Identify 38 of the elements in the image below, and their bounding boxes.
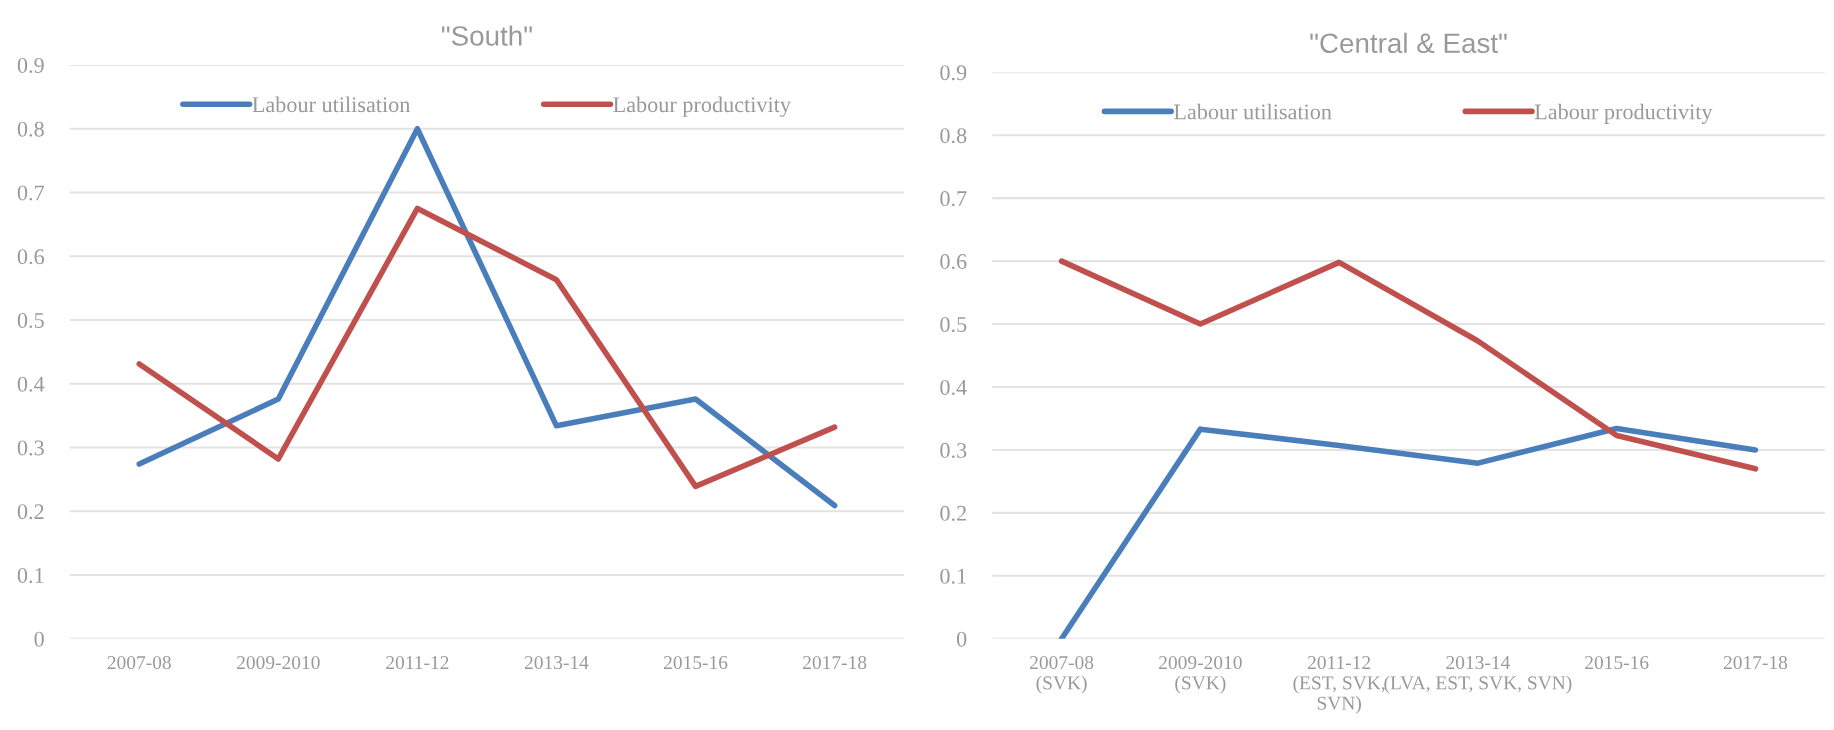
y-tick-label: 0.6 [940,254,967,270]
y-tick-label: 0.4 [940,379,967,396]
x-tick-label: 2009-2010 [237,655,320,670]
chart-title: "Central & East" [1310,32,1507,54]
y-tick-label: 0.8 [17,121,44,137]
y-tick-label: 0.9 [940,65,967,81]
legend-label: Labour productivity [1534,103,1713,124]
y-tick-label: 0.3 [17,440,44,456]
x-tick-label: 2017-18 [1723,655,1788,670]
x-tick-label: 2011-12 (EST, SVK, SVN) [1293,655,1385,714]
y-tick-label: 0.2 [17,504,44,520]
y-tick-label: 0.5 [940,316,967,333]
legend-label: Labour utilisation [252,96,411,113]
x-tick-label: 2011-12 [386,655,449,670]
x-tick-label: 2009-2010 (SVK) [1159,655,1242,694]
x-tick-label: 2017-18 [803,655,867,670]
y-tick-label: 0.7 [17,185,45,201]
y-tick-label: 0.8 [940,128,967,144]
x-tick-label: 2007-08 (SVK) [1030,655,1094,694]
y-tick-label: 0.5 [17,312,44,329]
x-tick-label: 2007-08 [107,655,171,670]
y-tick-label: 0.1 [940,568,966,584]
chart-title: "South" [441,25,532,46]
y-tick-label: 0.4 [17,376,45,392]
y-tick-label: 0.9 [17,57,44,73]
y-tick-label: 0.6 [17,249,45,265]
legend-label: Labour utilisation [1174,103,1332,120]
y-tick-label: 0.3 [940,442,967,458]
legend-label: Labour productivity [613,96,791,117]
x-tick-label: 2013-14 [524,655,589,670]
y-tick-label: 0 [956,631,967,647]
x-tick-label: 2013-14 (LVA, EST, SVK, SVN) [1384,655,1572,694]
y-tick-label: 0 [34,631,44,647]
y-tick-label: 0.2 [940,505,966,521]
y-tick-label: 0.7 [940,191,967,207]
x-tick-label: 2015-16 [1585,655,1649,670]
y-tick-label: 0.1 [17,567,44,584]
x-tick-label: 2015-16 [663,655,728,670]
